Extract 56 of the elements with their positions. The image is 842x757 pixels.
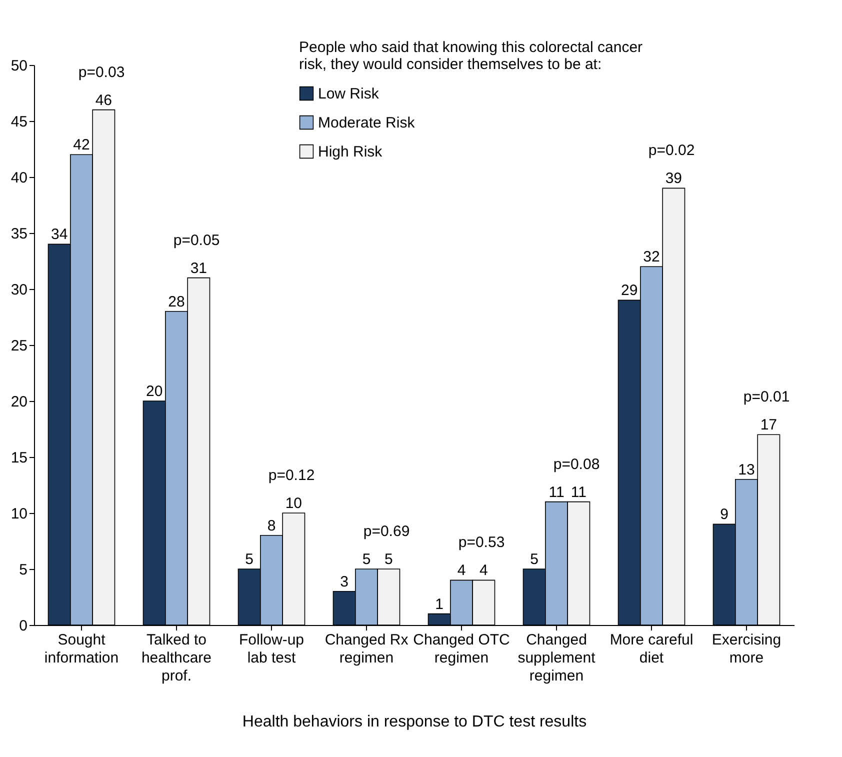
y-tick-label: 0 xyxy=(19,618,28,634)
x-tick-label: Changed OTC regimen xyxy=(413,632,510,666)
data-label: 39 xyxy=(665,170,682,188)
annotation: p=0.08 xyxy=(553,456,600,473)
y-tick-label: 5 xyxy=(19,562,28,578)
data-label: 5 xyxy=(362,551,371,568)
data-label: 32 xyxy=(643,248,660,266)
x-tick-label: Follow-up lab test xyxy=(238,632,304,666)
x-tick-label: Changed supplement regimen xyxy=(518,632,596,684)
data-label: 11 xyxy=(570,484,586,501)
data-label: 9 xyxy=(720,506,729,524)
y-tick-label: 10 xyxy=(10,506,28,522)
data-label: 11 xyxy=(548,484,564,501)
annotation: p=0.01 xyxy=(743,388,790,406)
legend-label: Low Risk xyxy=(318,86,380,102)
x-tick-label: Sought information xyxy=(44,632,119,666)
data-label: 4 xyxy=(479,562,488,580)
data-label: 5 xyxy=(384,551,393,568)
data-label: 34 xyxy=(50,226,68,244)
y-tick-label: 15 xyxy=(10,450,28,466)
annotation: p=0.05 xyxy=(173,232,220,249)
x-tick-label: Talked to healthcare prof. xyxy=(141,632,212,684)
data-label: 5 xyxy=(245,551,254,568)
data-label: 28 xyxy=(168,293,185,310)
data-label: 31 xyxy=(190,260,208,277)
data-label: 5 xyxy=(530,551,539,568)
annotation: p=0.02 xyxy=(648,142,695,160)
data-label: 3 xyxy=(340,573,349,590)
legend-title: People who said that knowing this colorectal cancer risk, they would consider themselves to be at: xyxy=(299,39,643,73)
y-tick-label: 40 xyxy=(10,170,28,186)
x-tick-label: More careful diet xyxy=(610,632,694,666)
y-tick-label: 30 xyxy=(10,282,28,298)
y-tick-label: 45 xyxy=(10,114,28,130)
annotation: p=0.03 xyxy=(78,64,125,81)
data-label: 42 xyxy=(73,136,90,154)
data-label: 29 xyxy=(620,282,638,300)
data-label: 46 xyxy=(95,92,112,109)
data-label: 13 xyxy=(738,461,755,478)
data-label: 8 xyxy=(267,517,276,534)
y-tick-label: 20 xyxy=(10,394,28,410)
data-label: 17 xyxy=(760,416,778,434)
x-tick-label: Changed Rx regimen xyxy=(324,632,409,666)
y-tick-label: 35 xyxy=(10,226,28,242)
y-tick-label: 25 xyxy=(10,338,28,354)
data-label: 20 xyxy=(146,383,163,400)
data-label: 10 xyxy=(285,495,302,512)
data-label: 1 xyxy=(435,596,444,613)
annotation: p=0.69 xyxy=(363,523,410,540)
y-tick-label: 50 xyxy=(10,58,28,74)
legend-label: Moderate Risk xyxy=(318,114,416,132)
x-axis-title: Health behaviors in response to DTC test results xyxy=(242,714,587,730)
x-tick-label: Exercising more xyxy=(712,632,782,666)
annotation: p=0.12 xyxy=(268,467,315,484)
data-label: 4 xyxy=(457,562,466,580)
legend-label: High Risk xyxy=(318,144,383,160)
annotation: p=0.53 xyxy=(458,534,505,552)
